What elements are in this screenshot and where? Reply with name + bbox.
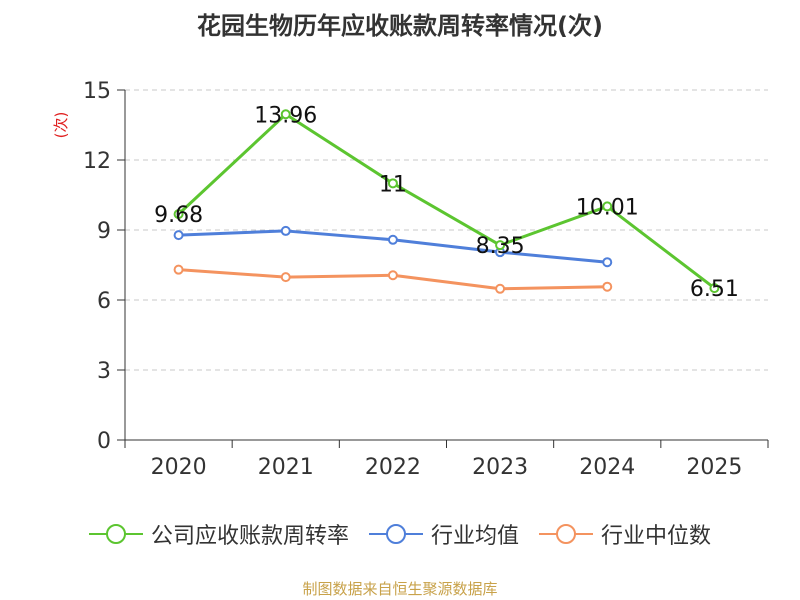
series-0-point-2020 bbox=[173, 209, 184, 220]
series-2-point-2020 bbox=[173, 264, 184, 275]
y-tick-label-15: 15 bbox=[83, 79, 111, 104]
series-line-0 bbox=[177, 112, 716, 290]
grid-lines bbox=[125, 89, 768, 371]
data-label-2023: 8.35 bbox=[476, 234, 525, 259]
legend-marker-company bbox=[88, 524, 143, 544]
legend-marker-industry-mean bbox=[368, 524, 423, 544]
series-2-point-2024 bbox=[602, 281, 613, 292]
data-label-2020: 9.68 bbox=[154, 203, 203, 228]
chart-title: 花园生物历年应收账款周转率情况(次) bbox=[197, 12, 603, 40]
axes: 0 3 6 9 12 15 2020 2021 2022 2023 2024 2025 bbox=[83, 79, 769, 480]
legend-marker-industry-median bbox=[539, 524, 593, 544]
x-tick-label-2024: 2024 bbox=[579, 455, 635, 480]
y-tick-label-0: 0 bbox=[97, 429, 111, 454]
legend-label-industry-mean: 行业均值 bbox=[430, 524, 519, 549]
legend-item-company[interactable]: 公司应收账款周转率 bbox=[88, 518, 349, 550]
series-0-point-2021 bbox=[280, 109, 291, 120]
series-0-point-2022 bbox=[387, 178, 398, 189]
series-0-point-2024 bbox=[602, 201, 613, 212]
series-0-point-2023 bbox=[495, 240, 506, 251]
series bbox=[173, 109, 720, 294]
source-note: 制图数据来自恒生聚源数据库 bbox=[302, 580, 498, 598]
data-label-2022: 11 bbox=[379, 172, 407, 197]
series-1-point-2021 bbox=[280, 225, 291, 236]
y-tick-label-12: 12 bbox=[83, 149, 111, 174]
series-2-point-2022 bbox=[387, 270, 398, 281]
series-2-point-2021 bbox=[280, 272, 291, 283]
x-tick-label-2023: 2023 bbox=[472, 455, 528, 480]
y-tick-label-9: 9 bbox=[97, 219, 111, 244]
x-tick-label-2020: 2020 bbox=[151, 455, 207, 480]
series-1-point-2024 bbox=[602, 257, 613, 268]
series-2-point-2023 bbox=[495, 283, 506, 294]
legend-item-industry-median[interactable]: 行业中位数 bbox=[539, 518, 711, 550]
y-tick-label-3: 3 bbox=[97, 359, 111, 384]
series-0-point-2025 bbox=[709, 283, 720, 294]
legend: 公司应收账款周转率 行业均值 行业中位数 bbox=[0, 518, 800, 550]
series-1-point-2022 bbox=[387, 234, 398, 245]
data-label-2025: 6.51 bbox=[690, 277, 739, 302]
x-tick-label-2021: 2021 bbox=[258, 455, 314, 480]
series-1-point-2020 bbox=[173, 230, 184, 241]
x-tick-label-2022: 2022 bbox=[365, 455, 421, 480]
x-tick-label-2025: 2025 bbox=[686, 455, 742, 480]
y-axis-label: (次) bbox=[52, 112, 70, 139]
legend-label-company: 公司应收账款周转率 bbox=[150, 524, 349, 549]
data-label-2021: 13.96 bbox=[254, 103, 317, 128]
data-labels: 9.68 13.96 11 8.35 10.01 6.51 bbox=[154, 103, 739, 302]
data-label-2024: 10.01 bbox=[576, 195, 639, 220]
legend-label-industry-median: 行业中位数 bbox=[601, 524, 712, 549]
y-tick-label-6: 6 bbox=[97, 289, 111, 314]
legend-item-industry-mean[interactable]: 行业均值 bbox=[368, 518, 519, 550]
